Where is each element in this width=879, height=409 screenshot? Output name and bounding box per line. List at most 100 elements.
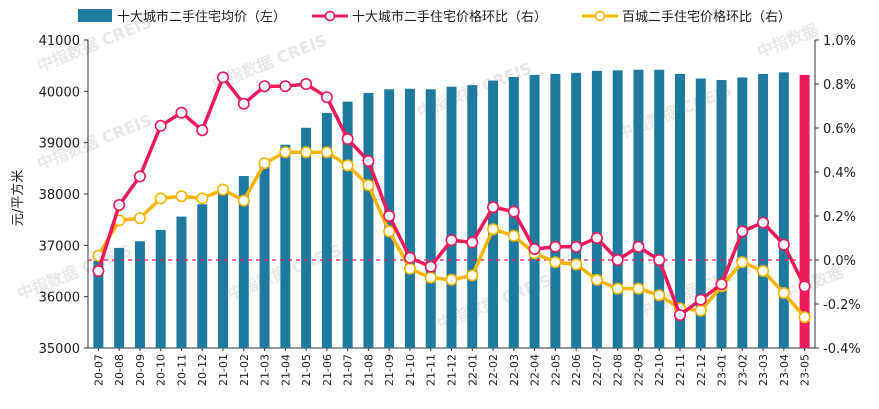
bar	[737, 77, 748, 349]
point-ten-city	[611, 254, 624, 267]
point-hundred-city	[154, 192, 167, 205]
point-ten-city	[113, 199, 126, 212]
x-tick-label: 22-03	[508, 354, 521, 386]
point-hundred-city	[133, 212, 146, 225]
right-tick-label: 0.0%	[823, 254, 856, 269]
point-hundred-city	[217, 183, 230, 196]
point-ten-city	[300, 78, 313, 91]
point-hundred-city	[196, 192, 209, 205]
point-ten-city	[757, 216, 770, 229]
point-ten-city	[237, 97, 250, 110]
left-tick-label: 35000	[39, 342, 80, 357]
legend-label-hundred: 百城二手住宅价格环比（右）	[622, 9, 791, 25]
x-tick-label: 22-01	[466, 354, 479, 386]
x-tick-label: 20-08	[113, 354, 126, 386]
point-hundred-city	[549, 256, 562, 269]
point-ten-city	[217, 71, 230, 84]
x-tick-label: 23-05	[799, 354, 812, 386]
x-tick-label: 20-10	[155, 354, 168, 386]
point-ten-city	[466, 236, 479, 249]
x-tick-label: 21-09	[383, 354, 396, 386]
point-ten-city	[258, 80, 271, 93]
x-tick-label: 21-12	[446, 354, 459, 386]
bar	[197, 204, 208, 348]
bar	[134, 241, 145, 348]
point-ten-city	[154, 119, 167, 132]
x-tick-label: 20-07	[92, 354, 105, 386]
x-tick-label: 23-04	[778, 354, 791, 386]
point-hundred-city	[507, 229, 520, 242]
point-hundred-city	[300, 146, 313, 159]
bar	[591, 70, 602, 349]
right-tick-label: 0.4%	[823, 166, 856, 181]
bar	[778, 72, 789, 348]
point-ten-city	[715, 278, 728, 291]
x-tick-label: 22-09	[632, 354, 645, 386]
point-hundred-city	[487, 223, 500, 236]
x-tick-label: 20-09	[134, 354, 147, 386]
x-tick-label: 21-05	[300, 354, 313, 386]
point-hundred-city	[590, 273, 603, 286]
x-tick-label: 22-02	[487, 354, 500, 386]
bar	[488, 80, 499, 348]
point-hundred-city	[258, 157, 271, 170]
point-hundred-city	[632, 282, 645, 295]
x-tick-label: 21-07	[342, 354, 355, 386]
bar	[758, 73, 769, 348]
x-tick-label: 23-03	[757, 354, 770, 386]
right-tick-label: 0.2%	[823, 210, 856, 225]
point-ten-city	[570, 240, 583, 253]
x-ticks: 20-07 20-08 20-09 20-10 20-11 20-12 21-01 21-02…	[92, 348, 812, 386]
point-ten-city	[798, 280, 811, 293]
left-tick-label: 37000	[39, 239, 80, 254]
point-ten-city	[341, 133, 354, 146]
right-tick-label: 0.6%	[823, 122, 856, 137]
legend-marker-hundred	[594, 10, 606, 22]
point-ten-city	[92, 264, 105, 277]
point-ten-city	[424, 260, 437, 273]
bar	[425, 89, 436, 348]
point-hundred-city	[736, 256, 749, 269]
point-hundred-city	[570, 258, 583, 271]
bar	[612, 70, 623, 348]
right-tick-label: 1.0%	[823, 34, 856, 49]
bar	[238, 176, 249, 348]
left-tick-label: 39000	[39, 137, 80, 152]
point-hundred-city	[403, 262, 416, 275]
right-ticks: -0.4% -0.2% 0.0% 0.2% 0.4% 0.6% 0.8% 1.0%	[815, 34, 861, 357]
x-tick-label: 21-08	[362, 354, 375, 386]
bar	[218, 190, 228, 348]
x-tick-label: 21-01	[217, 354, 230, 386]
bar	[550, 73, 561, 348]
point-hundred-city	[798, 311, 811, 324]
x-tick-label: 21-04	[279, 354, 292, 386]
bar	[633, 69, 644, 349]
point-ten-city	[487, 201, 500, 214]
x-tick-label: 22-12	[695, 354, 708, 386]
x-tick-label: 22-06	[570, 354, 583, 386]
watermark: 中指数据	[754, 20, 820, 62]
bar	[529, 74, 540, 348]
legend-marker-ten	[324, 10, 336, 22]
bar	[446, 86, 457, 349]
bar	[675, 73, 685, 348]
point-hundred-city	[341, 159, 354, 172]
left-tick-label: 40000	[39, 85, 80, 100]
left-tick-label: 36000	[39, 291, 80, 306]
bar	[321, 112, 332, 348]
point-hundred-city	[175, 190, 188, 203]
point-hundred-city	[237, 194, 250, 207]
point-hundred-city	[424, 271, 437, 284]
bar	[654, 69, 665, 349]
point-ten-city	[133, 170, 146, 183]
point-ten-city	[549, 240, 562, 253]
x-tick-label: 21-10	[404, 354, 417, 386]
bar	[342, 101, 353, 348]
x-tick-label: 20-12	[196, 354, 209, 386]
bar	[799, 74, 810, 348]
x-tick-label: 22-04	[529, 354, 542, 386]
point-hundred-city	[694, 304, 707, 317]
point-ten-city	[673, 308, 686, 321]
point-ten-city	[736, 225, 749, 238]
